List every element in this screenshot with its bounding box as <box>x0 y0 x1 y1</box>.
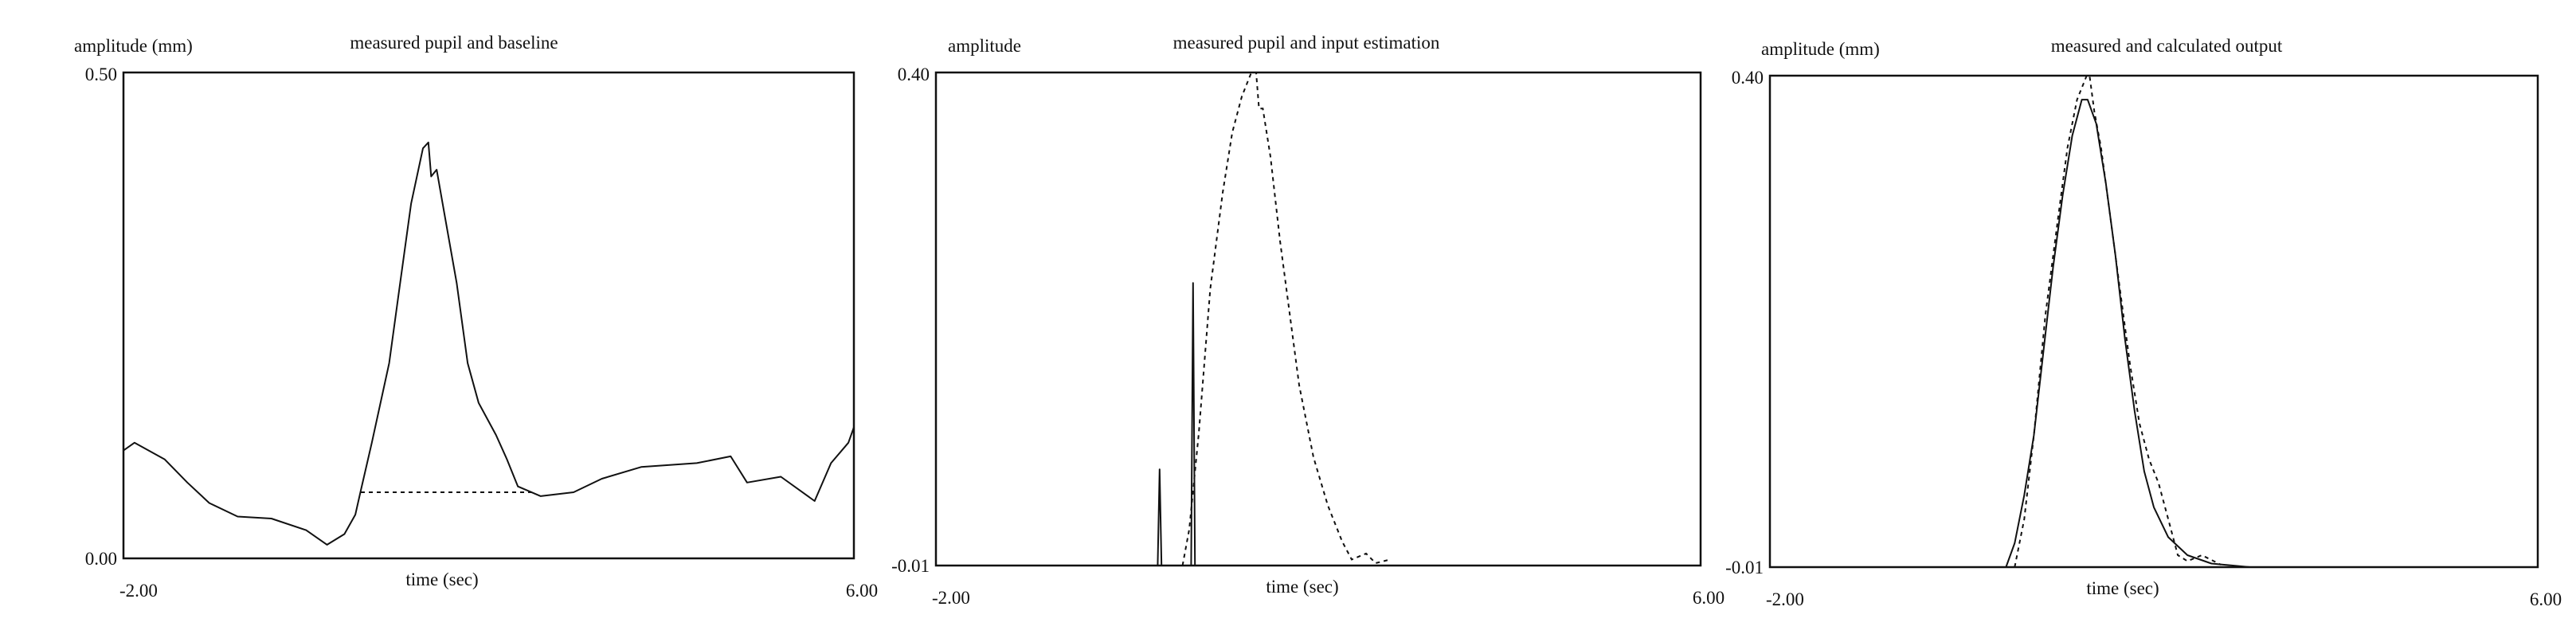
x-tick-label: -2.00 <box>932 588 970 608</box>
plot-frame <box>1768 74 2539 569</box>
y-axis-label: amplitude <box>948 36 1021 56</box>
plot-frame <box>122 71 855 560</box>
x-axis-label: time (sec) <box>405 570 478 589</box>
solid-series-line <box>936 282 1701 566</box>
chart-panel-2: amplitude measured pupil and input estima… <box>891 33 1725 608</box>
chart-title: measured pupil and baseline <box>350 33 558 53</box>
y-tick-label: 0.50 <box>85 65 117 84</box>
y-axis-label: amplitude (mm) <box>74 36 193 56</box>
y-tick-label: -0.01 <box>891 556 930 576</box>
chart-title: measured and calculated output <box>2051 36 2283 56</box>
x-tick-label: 6.00 <box>846 581 878 601</box>
dashed-series-line <box>1181 72 1391 566</box>
x-axis-label: time (sec) <box>2086 578 2159 598</box>
y-tick-label: 0.40 <box>1732 68 1764 88</box>
solid-series-line <box>123 141 855 546</box>
x-tick-label: -2.00 <box>119 581 158 601</box>
x-tick-label: -2.00 <box>1766 589 1804 609</box>
y-tick-label: 0.00 <box>85 549 117 569</box>
x-tick-label: 6.00 <box>1693 588 1725 608</box>
y-tick-label: 0.40 <box>898 65 930 84</box>
dashed-series-line <box>2014 75 2222 568</box>
chart-panel-1: amplitude (mm) measured pupil and baselin… <box>74 33 878 601</box>
solid-series-line <box>1770 99 2538 568</box>
y-tick-label: -0.01 <box>1725 558 1764 577</box>
y-axis-label: amplitude (mm) <box>1761 39 1880 59</box>
x-axis-label: time (sec) <box>1266 577 1338 597</box>
x-tick-label: 6.00 <box>2530 589 2562 609</box>
chart-title: measured pupil and input estimation <box>1173 33 1440 53</box>
chart-panel-3: amplitude (mm) measured and calculated ou… <box>1725 36 2562 609</box>
plot-frame <box>934 71 1702 567</box>
